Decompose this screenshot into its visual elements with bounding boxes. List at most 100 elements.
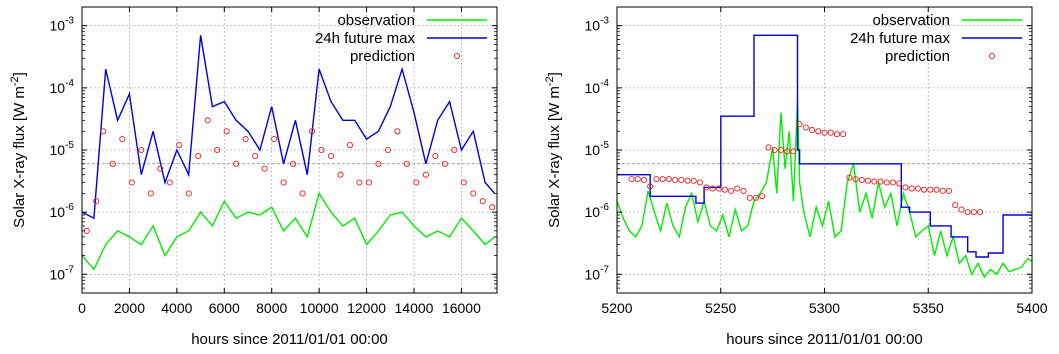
right-prediction-point — [852, 176, 859, 183]
right-y-tick-label: 10-7 — [585, 264, 610, 282]
left-prediction-point — [252, 152, 259, 160]
right-prediction-point — [703, 184, 710, 191]
right-legend: observation 24h future max prediction — [850, 12, 1022, 65]
right-x-tick-label: 5200 — [601, 300, 632, 316]
right-x-tick-label: 5350 — [913, 300, 944, 316]
left-prediction-point — [128, 179, 135, 186]
left-prediction-point — [119, 136, 126, 143]
right-x-tick-label: 5400 — [1016, 300, 1047, 316]
right-prediction-point — [728, 187, 735, 194]
left-y-tick-label: 10-3 — [50, 16, 75, 34]
left-prediction-point — [318, 146, 325, 154]
left-prediction-point — [403, 160, 410, 167]
right-prediction-point — [647, 183, 654, 190]
right-observation-series — [616, 101, 1033, 279]
left-prediction-point — [147, 190, 154, 197]
left-prediction-point — [365, 179, 372, 186]
right-prediction-point — [896, 180, 903, 187]
left-prediction-point — [489, 204, 496, 211]
left-x-tick-label: 14000 — [395, 300, 434, 316]
left-future-max-series — [81, 35, 496, 220]
left-prediction-point — [394, 128, 401, 135]
left-prediction-point — [337, 171, 344, 178]
left-y-axis-label: Solar X-ray flux [W m-2] — [9, 72, 28, 228]
left-prediction-point — [299, 190, 306, 197]
left-prediction-point — [176, 142, 183, 149]
right-prediction-point — [802, 124, 809, 131]
left-prediction-point — [470, 190, 477, 197]
right-prediction-point — [765, 144, 772, 151]
left-x-axis-label: hours since 2011/01/01 00:00 — [191, 331, 388, 348]
right-prediction-point — [977, 209, 984, 216]
left-prediction-point — [327, 152, 335, 160]
right-y-tick-label: 10-6 — [585, 202, 610, 220]
right-prediction-point — [815, 128, 822, 135]
right-x-axis-label: hours since 2011/01/01 00:00 — [726, 331, 923, 348]
right-prediction-point — [889, 179, 897, 186]
right-prediction-point — [902, 184, 909, 191]
right-ticks: 5200 5250 5300 5350 5400 10-7 10-6 10-5 10-4 10-3 — [585, 6, 1048, 316]
right-y-tick-label: 10-4 — [585, 78, 610, 96]
left-prediction-point — [308, 128, 316, 135]
left-prediction-point — [214, 146, 221, 154]
right-prediction-point — [752, 194, 760, 201]
left-legend: observation 24h future max prediction — [315, 12, 487, 65]
right-prediction-point — [964, 209, 971, 216]
left-prediction-point — [195, 152, 202, 160]
left-prediction-point — [413, 179, 420, 186]
right-prediction-series — [628, 121, 984, 216]
left-x-tick-label: 10000 — [300, 300, 339, 316]
left-legend-label-future-max: 24h future max — [315, 30, 416, 47]
left-prediction-point — [223, 128, 230, 135]
left-prediction-point — [290, 160, 297, 167]
right-prediction-point — [715, 185, 722, 192]
right-gridlines — [616, 7, 1033, 293]
right-prediction-point — [858, 176, 865, 183]
left-x-tick-label: 8000 — [256, 300, 287, 316]
left-y-tick-label: 10-5 — [50, 140, 75, 158]
right-observation-line — [616, 101, 1033, 279]
left-prediction-point — [109, 160, 116, 167]
right-prediction-point — [653, 176, 660, 183]
left-gridlines — [81, 7, 497, 293]
right-prediction-point — [846, 174, 853, 181]
left-prediction-point — [166, 179, 173, 186]
right-prediction-point — [640, 176, 648, 183]
right-chart: 5200 5250 5300 5350 5400 10-7 10-6 10-5 10-4 10-3… — [544, 6, 1048, 348]
left-prediction-point — [261, 165, 268, 172]
left-y-tick-label: 10-4 — [50, 78, 75, 96]
left-prediction-point — [204, 117, 211, 124]
right-y-tick-label: 10-3 — [585, 16, 610, 34]
right-prediction-point — [678, 176, 685, 183]
right-prediction-point — [746, 194, 753, 201]
right-y-axis-label: Solar X-ray flux [W m-2] — [544, 72, 563, 228]
right-prediction-point — [840, 131, 847, 138]
right-prediction-point — [628, 176, 635, 183]
right-prediction-point — [734, 185, 741, 192]
right-prediction-point — [883, 179, 890, 186]
left-prediction-point — [157, 165, 164, 172]
left-y-tick-label: 10-6 — [50, 202, 75, 220]
right-prediction-point — [721, 186, 728, 193]
left-prediction-point — [185, 190, 192, 197]
right-prediction-point — [771, 146, 778, 154]
right-prediction-point — [833, 131, 841, 138]
right-prediction-point — [970, 209, 977, 216]
right-y-axis-label-exponent: -2 — [544, 76, 556, 86]
right-prediction-point — [709, 185, 716, 192]
left-x-tick-label: 6000 — [209, 300, 240, 316]
left-prediction-point — [100, 128, 107, 135]
right-prediction-point — [665, 176, 672, 183]
left-prediction-point — [375, 160, 382, 167]
left-future-max-line — [81, 35, 496, 220]
right-prediction-point — [696, 179, 704, 186]
right-prediction-point — [740, 187, 747, 194]
right-prediction-point — [777, 146, 784, 154]
right-prediction-point — [821, 129, 828, 136]
right-legend-swatch-prediction — [988, 52, 996, 60]
right-prediction-point — [927, 186, 934, 193]
left-legend-label-prediction: prediction — [350, 48, 415, 65]
left-prediction-series — [83, 117, 496, 234]
right-y-axis-label-main: Solar X-ray flux [W m — [546, 86, 563, 228]
